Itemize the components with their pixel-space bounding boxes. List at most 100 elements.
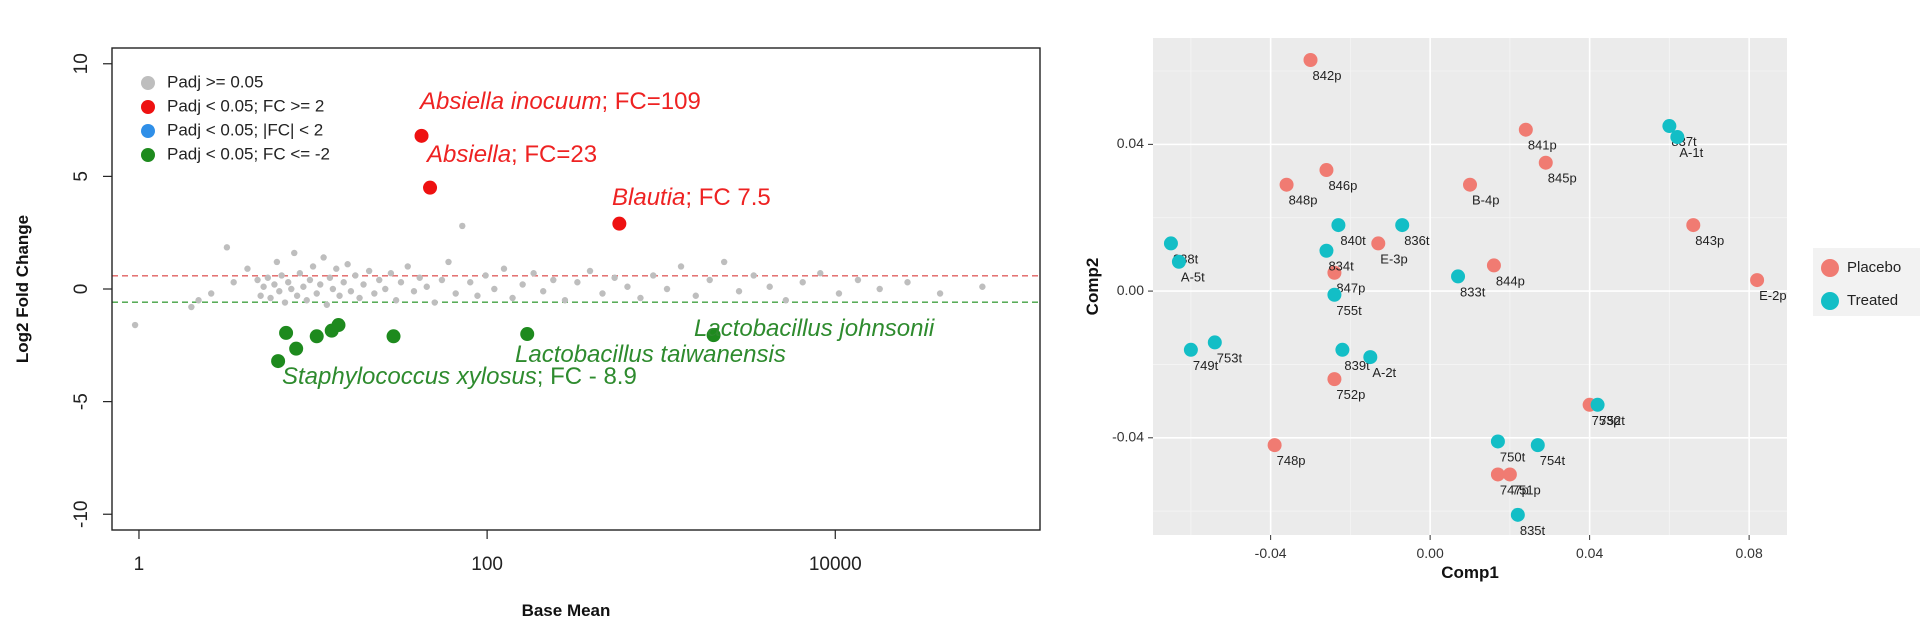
- ns-point: [320, 254, 327, 261]
- ns-point: [410, 288, 418, 295]
- ns-point: [271, 281, 278, 288]
- ns-point: [782, 297, 790, 304]
- ns-point: [720, 258, 728, 266]
- y-tick-label: 0.04: [1117, 135, 1144, 151]
- legend-label: Treated: [1847, 292, 1898, 309]
- legend-label: Padj >= 0.05: [167, 72, 263, 91]
- y-tick-label: 10: [71, 53, 92, 74]
- point-annotation: Lactobacillus taiwanensis: [515, 341, 786, 368]
- ns-point: [365, 267, 373, 275]
- pca-plot: -0.04 0.00 0.04 0.08 -0.04 0.00 0.04 Comp1 Comp2…: [1083, 38, 1920, 582]
- ns-point: [281, 299, 289, 306]
- ns-point: [438, 276, 446, 284]
- treated-point: [1335, 342, 1350, 357]
- point-label: 752t: [1600, 413, 1626, 428]
- ns-point: [264, 274, 272, 281]
- ns-point: [936, 290, 944, 297]
- x-axis-title: Comp1: [1441, 563, 1499, 582]
- point-label: 750t: [1500, 449, 1526, 464]
- point-annotation: Lactobacillus johnsonii: [694, 315, 935, 342]
- point-label: 835t: [1520, 523, 1546, 538]
- placebo-point: [1303, 53, 1318, 68]
- x-tick-label: 100: [471, 554, 503, 575]
- ns-point: [404, 263, 411, 270]
- ns-point: [519, 281, 526, 288]
- ns-point: [293, 292, 301, 299]
- point-label: 752p: [1336, 387, 1365, 402]
- treated-point: [1331, 218, 1346, 233]
- legend-label: Padj < 0.05; FC <= -2: [167, 144, 330, 163]
- point-label: 844p: [1496, 273, 1525, 288]
- ns-point: [561, 297, 569, 304]
- ns-point: [431, 299, 438, 306]
- down-point: [706, 328, 721, 343]
- ma-plot: -10 -5 0 5 10 1 100 10000 Base Mean Log2 Fold Cha…: [13, 47, 1041, 620]
- placebo-point: [1279, 177, 1294, 192]
- ns-point: [500, 265, 508, 272]
- point-label: 843p: [1695, 233, 1724, 248]
- placebo-point: [1267, 438, 1282, 453]
- ns-point: [979, 283, 986, 290]
- legend-swatch: [1821, 292, 1839, 310]
- ns-point: [574, 279, 581, 286]
- y-tick-label: -10: [71, 500, 92, 527]
- ns-point: [291, 249, 298, 257]
- ns-point: [624, 283, 631, 290]
- point-label: 749t: [1193, 358, 1219, 373]
- ns-point: [637, 294, 644, 302]
- point-label: 846p: [1328, 178, 1357, 193]
- point-label: 753t: [1217, 350, 1243, 365]
- ns-point: [340, 279, 347, 286]
- annotation-fc: ; FC=109: [601, 88, 700, 115]
- down-point: [386, 329, 401, 344]
- placebo-point: [1502, 467, 1517, 482]
- ns-point: [750, 272, 757, 279]
- ns-point: [333, 265, 340, 272]
- y-tick-label: 5: [71, 171, 92, 182]
- ns-point: [452, 290, 459, 297]
- legend-label: Placebo: [1847, 259, 1901, 276]
- y-tick-label: 0.00: [1117, 282, 1144, 298]
- y-tick-label: -5: [71, 393, 92, 410]
- point-label: A-5t: [1181, 270, 1205, 285]
- ns-point: [509, 294, 516, 302]
- ns-point: [530, 270, 537, 277]
- ns-point: [387, 270, 395, 277]
- treated-point: [1327, 287, 1342, 302]
- treated-point: [1163, 236, 1178, 251]
- ns-point: [317, 281, 324, 288]
- y-tick-label: 0: [71, 284, 92, 295]
- ns-point: [352, 272, 359, 279]
- ns-point: [599, 290, 606, 297]
- ns-point: [267, 294, 274, 302]
- ns-point: [692, 292, 699, 299]
- treated-point: [1590, 397, 1605, 412]
- ns-point: [347, 288, 355, 295]
- treated-point: [1530, 438, 1545, 453]
- point-label: E-2p: [1759, 288, 1786, 303]
- down-point: [309, 329, 324, 344]
- point-annotation: Staphylococcus xylosus; FC - 8.9: [282, 363, 637, 390]
- treated-point: [1451, 269, 1466, 284]
- down-point: [279, 325, 294, 340]
- point-label: 839t: [1344, 358, 1370, 373]
- ns-point: [766, 283, 773, 290]
- point-label: 842p: [1313, 68, 1342, 83]
- annotation-fc: ; FC - 8.9: [537, 363, 637, 390]
- ns-point: [257, 292, 264, 299]
- y-axis-title: Comp2: [1083, 258, 1102, 316]
- ns-point: [835, 290, 843, 297]
- treated-point: [1363, 350, 1378, 365]
- treated-point: [1171, 254, 1186, 269]
- placebo-point: [1371, 236, 1386, 251]
- point-label: 834t: [1328, 259, 1354, 274]
- ns-point: [706, 276, 713, 284]
- ns-point: [586, 267, 594, 275]
- ns-point: [296, 270, 304, 277]
- ns-point: [376, 276, 383, 284]
- y-axis-title: Log2 Fold Change: [13, 215, 32, 363]
- legend-swatch: [141, 76, 155, 90]
- ns-point: [392, 297, 400, 304]
- point-label: 754t: [1540, 453, 1566, 468]
